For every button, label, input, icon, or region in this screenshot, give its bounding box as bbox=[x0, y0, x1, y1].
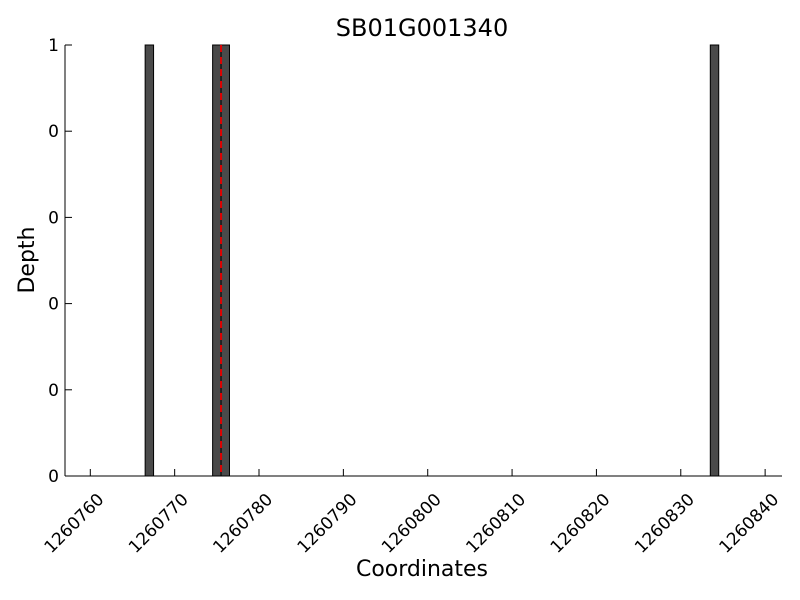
x-tick-label-6: 1260820 bbox=[547, 490, 615, 558]
x-tick-label-3: 1260790 bbox=[294, 490, 362, 558]
bar-2 bbox=[220, 44, 230, 477]
x-tick-label-1: 1260770 bbox=[125, 490, 193, 558]
x-tick-label-7: 1260830 bbox=[631, 490, 699, 558]
y-axis-label: Depth bbox=[15, 226, 40, 293]
chart-title: SB01G001340 bbox=[336, 14, 508, 42]
x-tick-label-4: 1260800 bbox=[378, 490, 446, 558]
bars-group bbox=[144, 44, 720, 477]
bar-1 bbox=[212, 44, 222, 477]
y-tick-label-0: 0 bbox=[48, 467, 59, 487]
x-ticks-group: 1260760 1260770 1260780 1260790 1260800 12608… bbox=[41, 469, 783, 558]
x-tick-label-0: 1260760 bbox=[41, 490, 109, 558]
y-ticks-group: 0 0 0 0 0 1 bbox=[48, 36, 72, 487]
axes-group bbox=[64, 45, 782, 477]
y-tick-label-3: 0 bbox=[48, 208, 59, 228]
x-tick-label-2: 1260780 bbox=[209, 490, 277, 558]
y-tick-label-1: 0 bbox=[48, 381, 59, 401]
x-tick-label-5: 1260810 bbox=[462, 490, 530, 558]
x-tick-label-8: 1260840 bbox=[715, 490, 783, 558]
y-tick-label-5: 1 bbox=[48, 36, 59, 56]
y-tick-label-4: 0 bbox=[48, 122, 59, 142]
bar-0 bbox=[144, 44, 155, 477]
x-axis-label: Coordinates bbox=[356, 557, 488, 582]
y-tick-label-2: 0 bbox=[48, 295, 59, 315]
bar-3 bbox=[709, 44, 720, 477]
